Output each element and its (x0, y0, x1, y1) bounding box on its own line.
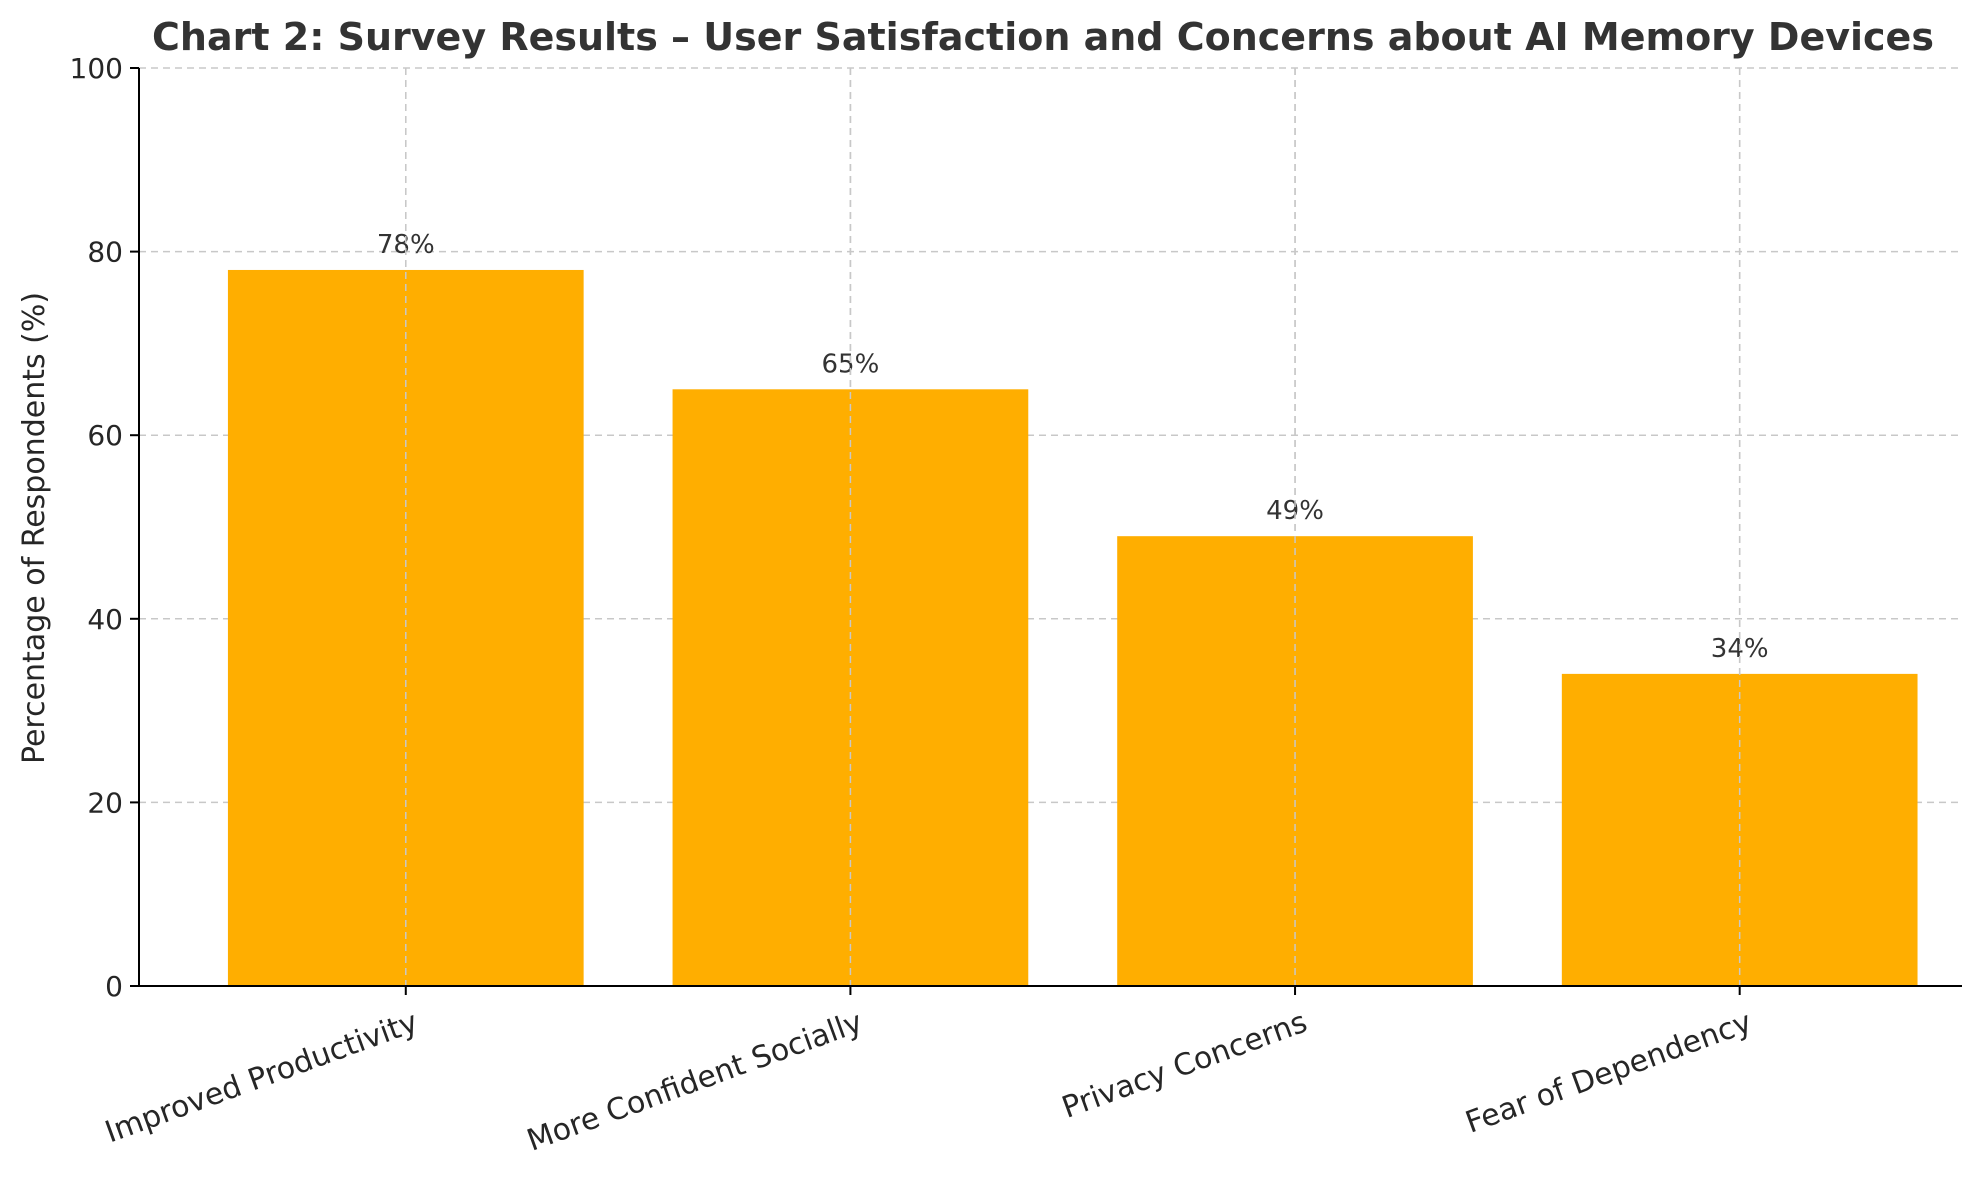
y-tick-label: 60 (87, 419, 123, 452)
x-tick-label: Privacy Concerns (1057, 1005, 1311, 1126)
y-tick-label: 20 (87, 786, 123, 819)
y-tick-label: 80 (87, 236, 123, 269)
chart-title: Chart 2: Survey Results – User Satisfact… (152, 15, 1934, 59)
bar (1117, 536, 1473, 986)
y-axis-label: Percentage of Respondents (%) (17, 292, 52, 764)
x-tick-label: Improved Productivity (101, 1005, 423, 1151)
y-tick-label: 0 (105, 970, 123, 1003)
x-tick-label: More Confident Socially (523, 1005, 868, 1159)
bar-layer (227, 269, 1918, 987)
y-tick-label: 40 (87, 603, 123, 636)
data-label-layer: 78%65%49%34% (377, 68, 1769, 986)
y-tick-label: 100 (70, 52, 123, 85)
x-tick-label: Fear of Dependency (1461, 1005, 1756, 1141)
data-label: 78% (377, 230, 435, 260)
